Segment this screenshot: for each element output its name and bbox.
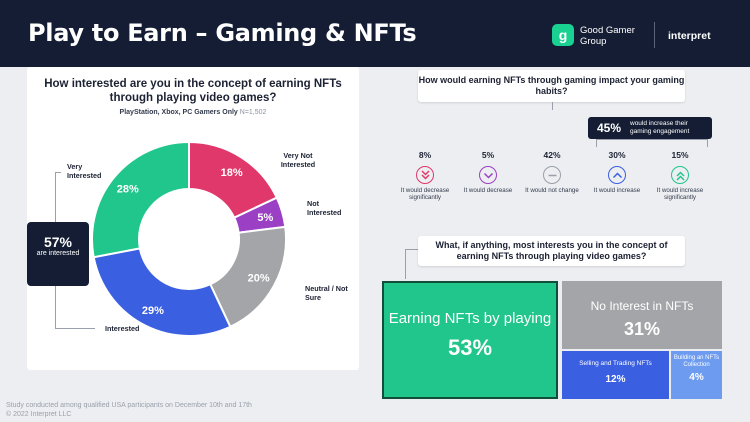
audience-label: PlayStation, Xbox, PC Gamers Only xyxy=(119,109,238,116)
slice-value-label: 18% xyxy=(221,167,243,179)
habit-label: It would decrease significantly xyxy=(400,187,450,202)
habit-label: It would not change xyxy=(525,187,579,194)
legend-neutral: Neutral / Not Sure xyxy=(305,284,348,302)
minus-icon xyxy=(543,166,561,184)
tile-label: Earning NFTs by playing xyxy=(388,310,552,327)
brand-name: Good Gamer Group xyxy=(580,25,635,47)
habit-item: 8% It would decrease significantly xyxy=(395,150,455,202)
habit-item: 15% It would increase significantly xyxy=(650,150,710,202)
habit-value: 42% xyxy=(543,150,561,160)
habit-item: 42% It would not change xyxy=(522,150,582,194)
tile-value: 53% xyxy=(447,335,493,360)
engagement-bracket xyxy=(596,139,708,147)
partner-logo: interpret xyxy=(668,30,711,42)
page-title: Play to Earn – Gaming & NFTs xyxy=(28,19,417,47)
interest-bracket-top-tick xyxy=(55,172,61,173)
slice-interested xyxy=(92,247,232,337)
tile-value: 12% xyxy=(605,373,626,385)
header-divider xyxy=(654,22,655,48)
interest-question-bracket xyxy=(405,249,418,279)
interest-bracket-top xyxy=(55,172,56,222)
tile-value: 31% xyxy=(623,319,661,339)
slice-value-label: 5% xyxy=(257,212,273,224)
interest-card: How interested are you in the concept of… xyxy=(27,67,359,370)
sample-size: N=1,502 xyxy=(239,109,267,116)
habit-item: 30% It would increase xyxy=(587,150,647,194)
legend-very-not-interested: Very Not Interested xyxy=(280,151,316,169)
study-note: Study conducted among qualified USA part… xyxy=(6,402,252,409)
nft-interest-treemap: Earning NFTs by playing 53% No Interest … xyxy=(382,281,722,399)
habit-value: 30% xyxy=(608,150,626,160)
treemap-tile-no-interest: No Interest in NFTs 31% xyxy=(562,281,722,349)
interested-text: are interested xyxy=(36,250,80,257)
chevron-up-icon xyxy=(608,166,626,184)
good-gamer-logo-icon: g xyxy=(552,24,574,46)
habit-label: It would increase xyxy=(593,187,641,194)
interested-callout: 57% are interested xyxy=(27,222,89,286)
tile-label: Selling and Trading NFTs xyxy=(579,360,652,367)
habits-connector xyxy=(552,102,553,110)
habit-label: It would decrease xyxy=(463,187,513,194)
slice-value-label: 20% xyxy=(248,272,270,284)
treemap-tile-trading: Selling and Trading NFTs 12% xyxy=(562,351,669,399)
slice-value-label: 29% xyxy=(142,305,164,317)
legend-interested: Interested xyxy=(105,324,140,333)
tile-label: No Interest in NFTs xyxy=(590,299,694,313)
habit-label: It would increase significantly xyxy=(656,187,704,202)
double-chevron-down-icon xyxy=(416,166,434,184)
footer-note: Study conducted among qualified USA part… xyxy=(6,401,252,419)
interested-total: 57% xyxy=(43,234,73,250)
habit-item: 5% It would decrease xyxy=(458,150,518,194)
interest-subtitle: PlayStation, Xbox, PC Gamers Only N=1,50… xyxy=(27,109,359,116)
treemap-tile-collection: Building an NFTs Collection 4% xyxy=(671,351,722,399)
engagement-value: 45% xyxy=(597,121,622,135)
interest-bracket-bottom-tick xyxy=(55,328,95,329)
habit-value: 5% xyxy=(481,150,495,160)
habit-value: 15% xyxy=(671,150,689,160)
slice-value-label: 28% xyxy=(117,183,139,195)
tile-value: 4% xyxy=(689,372,704,383)
copyright: © 2022 Interpret LLC xyxy=(6,411,72,418)
interest-donut-chart: 18% 5% 20% 29% 28% xyxy=(91,140,287,337)
tile-label: Building an NFTs Collection xyxy=(673,355,720,368)
habits-question: How would earning NFTs through gaming im… xyxy=(418,70,685,102)
habit-value: 8% xyxy=(418,150,432,160)
legend-not-interested: Not Interested xyxy=(307,199,342,217)
interest-question: How interested are you in the concept of… xyxy=(44,78,342,104)
double-chevron-up-icon xyxy=(671,166,689,184)
legend-very-interested: Very Interested xyxy=(67,162,102,180)
engagement-callout: 45% would increase their gaming engageme… xyxy=(588,117,712,139)
engagement-text: would increase their gaming engagement xyxy=(630,120,690,135)
interest-bracket-bottom xyxy=(55,286,56,328)
nft-interest-question: What, if anything, most interests you in… xyxy=(418,236,685,266)
header-bar: Play to Earn – Gaming & NFTs g Good Game… xyxy=(0,0,750,67)
chevron-down-icon xyxy=(479,166,497,184)
slice-very-interested xyxy=(91,140,190,259)
treemap-tile-earning: Earning NFTs by playing 53% xyxy=(382,281,558,399)
